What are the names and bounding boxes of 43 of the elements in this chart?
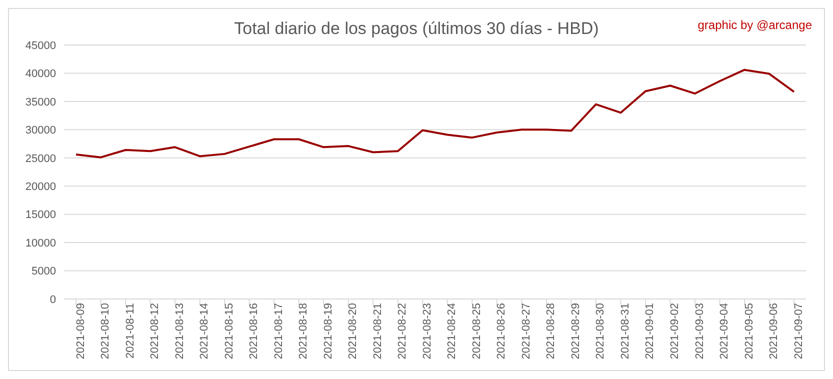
x-tick-label: 2021-08-21 [372, 303, 384, 360]
y-tick-label: 35000 [25, 96, 56, 108]
y-tick-label: 0 [50, 294, 56, 306]
x-tick-label: 2021-08-17 [272, 303, 285, 360]
x-tick-label: 2021-09-02 [669, 303, 682, 360]
x-tick-label: 2021-08-31 [620, 303, 632, 360]
x-tick-label: 2021-08-24 [446, 303, 458, 360]
x-tick-label: 2021-08-22 [396, 303, 409, 360]
y-tick-label: 10000 [25, 237, 56, 250]
x-tick-label: 2021-09-03 [694, 303, 706, 360]
y-tick-label: 25000 [25, 152, 56, 165]
y-tick-label: 30000 [25, 124, 56, 137]
line-series [75, 68, 795, 158]
x-tick-label: 2021-08-10 [100, 303, 112, 360]
x-tick-label: 2021-08-19 [322, 303, 334, 360]
x-tick-label: 2021-08-18 [298, 303, 310, 360]
x-tick-label: 2021-08-28 [545, 303, 558, 360]
x-tick-label: 2021-08-15 [223, 303, 236, 360]
y-tick-label: 45000 [25, 40, 56, 52]
x-tick-label: 2021-09-07 [792, 303, 805, 360]
x-tick-label: 2021-08-29 [570, 303, 582, 360]
x-tick-label: 2021-08-09 [74, 303, 87, 360]
y-tick-label: 40000 [25, 68, 56, 80]
x-tick-label: 2021-08-27 [520, 303, 532, 360]
x-tick-label: 2021-08-11 [124, 303, 136, 358]
x-tick-label: 2021-09-05 [743, 303, 756, 360]
x-tick-label: 2021-09-06 [768, 303, 780, 360]
x-tick-label: 2021-08-26 [496, 303, 508, 360]
x-tick-label: 2021-08-23 [421, 303, 434, 360]
y-tick-label: 5000 [32, 266, 56, 278]
chart-title: Total diario de los pagos (últimos 30 días - HBD) [234, 19, 599, 38]
x-tick-label: 2021-09-01 [644, 303, 656, 360]
text: graphic by @arcange [698, 18, 812, 32]
y-tick-label: 15000 [25, 209, 56, 222]
x-tick-label: 2021-08-14 [198, 303, 211, 360]
y-tick-label: 20000 [25, 181, 56, 194]
x-tick-label: 2021-08-20 [347, 303, 360, 360]
x-tick-label: 2021-09-04 [718, 303, 731, 360]
x-tick-label: 2021-08-16 [248, 303, 260, 360]
x-tick-label: 2021-08-30 [594, 303, 607, 360]
x-tick-label: 2021-08-13 [174, 303, 186, 360]
x-tick-label: 2021-08-12 [149, 303, 162, 360]
x-tick-label: 2021-08-25 [470, 303, 483, 360]
